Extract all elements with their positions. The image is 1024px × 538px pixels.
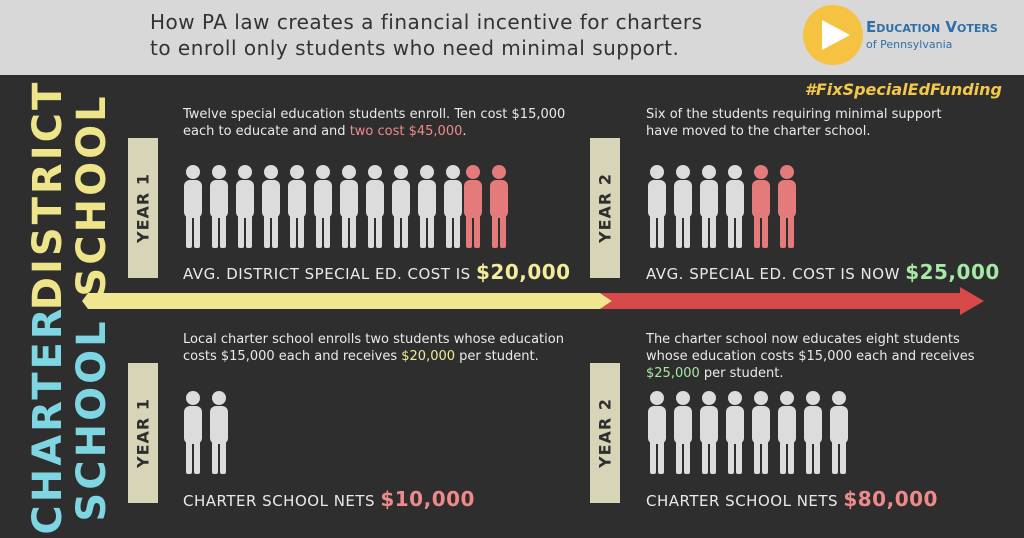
section-label: DISTRICT	[25, 79, 71, 311]
footer-segment: $20,000	[475, 260, 571, 284]
panel-footer: CHARTER SCHOOL NETS $10,000	[183, 487, 475, 511]
logo-name: Education Voters	[866, 18, 998, 36]
text-segment: per student.	[455, 349, 539, 364]
text-segment: Twelve special education students enroll…	[183, 107, 566, 139]
footer-segment: AVG. SPECIAL ED. COST IS NOW	[646, 265, 906, 283]
text-segment: two cost $45,000	[349, 124, 463, 139]
footer-segment: $25,000	[905, 260, 1000, 284]
year-label: YEAR 1	[133, 398, 153, 468]
text-segment: Six of the students requiring minimal su…	[646, 107, 942, 139]
text-segment: .	[462, 124, 467, 139]
panel-text: The charter school now educates eight st…	[646, 331, 976, 382]
text-segment: The charter school now educates eight st…	[646, 332, 975, 364]
student-figures-high-cost	[464, 165, 796, 248]
title-line: How PA law creates a financial incentive…	[150, 10, 703, 34]
year-tab: YEAR 2	[590, 138, 620, 278]
footer-segment: CHARTER SCHOOL NETS	[183, 492, 381, 510]
arrow-district	[82, 293, 612, 309]
section-label: CHARTER	[25, 305, 71, 535]
arrow-charter	[600, 287, 984, 315]
year-label: YEAR 2	[595, 398, 615, 468]
footer-segment: AVG. DISTRICT SPECIAL ED. COST IS	[183, 265, 476, 283]
panel-footer: AVG. SPECIAL ED. COST IS NOW $25,000	[646, 260, 1000, 284]
panel-footer: CHARTER SCHOOL NETS $80,000	[646, 487, 938, 511]
student-figures	[184, 165, 848, 474]
text-segment: $20,000	[401, 349, 456, 364]
panel-text: Twelve special education students enroll…	[183, 106, 578, 140]
year-tab: YEAR 1	[128, 138, 158, 278]
year-tab: YEAR 1	[128, 363, 158, 503]
panel-text: Six of the students requiring minimal su…	[646, 106, 976, 140]
hashtag: #FixSpecialEdFunding	[804, 80, 1002, 99]
section-label: SCHOOL	[69, 318, 115, 522]
year-label: YEAR 2	[595, 173, 615, 243]
panel-footer: AVG. DISTRICT SPECIAL ED. COST IS $20,00…	[183, 260, 571, 284]
year-label: YEAR 1	[133, 173, 153, 243]
logo-mark	[822, 20, 850, 50]
text-segment: per student.	[699, 366, 784, 381]
logo-subtitle: of Pennsylvania	[866, 38, 953, 51]
text-segment: Local charter school enrolls two student…	[183, 332, 564, 364]
text-segment: $25,000	[646, 366, 700, 381]
panel-text: Local charter school enrolls two student…	[183, 331, 578, 365]
footer-segment: $80,000	[843, 487, 938, 511]
footer-segment: CHARTER SCHOOL NETS	[646, 492, 844, 510]
footer-segment: $10,000	[380, 487, 475, 511]
year-tab: YEAR 2	[590, 363, 620, 503]
title-line: to enroll only students who need minimal…	[150, 36, 680, 60]
section-label: SCHOOL	[69, 93, 115, 297]
